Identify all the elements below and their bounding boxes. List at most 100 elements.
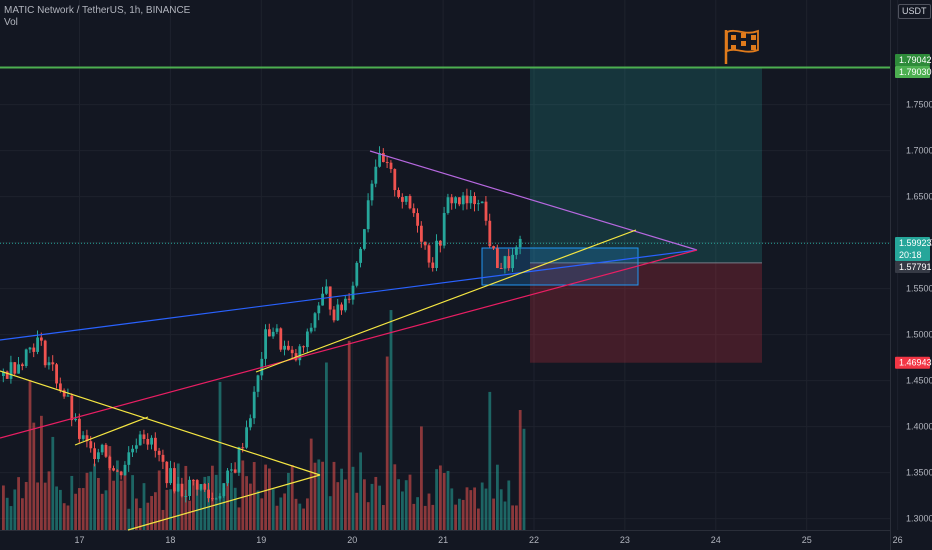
candle-body: [97, 452, 100, 460]
volume-bar: [268, 468, 271, 530]
symbol-title[interactable]: MATIC Network / TetherUS, 1h, BINANCE: [4, 5, 191, 16]
volume-bar: [389, 310, 393, 530]
trendlines[interactable]: [0, 66, 890, 531]
volume-bar: [507, 480, 511, 530]
candle-body: [446, 197, 450, 213]
candle-body: [93, 448, 96, 460]
volume-bar: [302, 508, 305, 530]
volume-bar: [154, 492, 157, 530]
volume-bar: [287, 472, 290, 530]
candle-body: [142, 434, 146, 439]
candle-body: [393, 169, 397, 191]
volume-bar: [408, 474, 412, 530]
volume-bar: [21, 498, 24, 530]
volume-bar: [112, 480, 115, 530]
time-tick: 23: [620, 535, 630, 545]
volume-bar: [47, 471, 51, 530]
candle-body: [477, 203, 480, 205]
volume-bar: [416, 497, 419, 530]
candle-body: [135, 445, 138, 449]
volume-bar: [446, 470, 450, 530]
trendline-pink: [0, 249, 698, 439]
price-tick: 1.40000: [906, 422, 932, 432]
volume-bar: [321, 461, 324, 530]
checkered-flag-icon[interactable]: [724, 29, 759, 64]
volume-bar: [359, 452, 362, 530]
candle-body: [450, 197, 454, 204]
volume-bar: [85, 472, 89, 530]
candle-body: [423, 241, 427, 246]
volume-bar: [157, 470, 161, 530]
candle-body: [252, 391, 256, 419]
candle-body: [218, 496, 222, 499]
candle-body: [389, 162, 393, 170]
volume-bar: [222, 487, 226, 530]
volume-bar: [492, 498, 495, 530]
candle-body: [404, 196, 408, 202]
volume-bar: [108, 446, 112, 530]
volume-indicator-label[interactable]: Vol: [4, 17, 18, 28]
volume-bar: [336, 482, 340, 530]
candle-body: [287, 345, 290, 350]
candle-body: [427, 245, 431, 263]
volume-bar: [142, 483, 146, 530]
volume-bar: [100, 493, 104, 530]
candle-body: [192, 479, 195, 481]
candle-body: [154, 437, 157, 451]
position-zones[interactable]: [481, 67, 762, 363]
volume-bar: [294, 498, 298, 530]
candle-body: [454, 197, 457, 204]
volume-bar: [40, 415, 43, 530]
candle-body: [74, 418, 77, 421]
price-axis-area: [890, 0, 932, 550]
volume-bar: [89, 471, 93, 530]
flag-square: [751, 35, 756, 40]
volume-bar: [131, 475, 134, 530]
candle-body: [473, 195, 476, 205]
candle-body: [43, 340, 47, 366]
target-price-label: 1.79042: [899, 55, 932, 65]
candle-body: [306, 331, 309, 348]
time-axis[interactable]: 17 18 19 20 21 22 23 24 25 26: [74, 535, 902, 545]
volume-bar: [237, 507, 241, 530]
volume-bar: [458, 498, 461, 530]
volume-bar: [173, 487, 176, 530]
volume-bar: [36, 482, 39, 530]
candle-body: [2, 371, 5, 376]
candle-body: [17, 364, 20, 374]
candle-body: [469, 195, 473, 204]
volume-bar: [522, 428, 526, 530]
entry-price-label: 1.57791: [899, 262, 932, 272]
volume-bar: [427, 493, 431, 530]
candle-body: [21, 364, 24, 367]
candle-body: [359, 248, 362, 263]
volume-bar: [469, 490, 473, 530]
volume-bar: [450, 488, 454, 530]
flag-square: [741, 41, 746, 46]
price-tick: 1.55000: [906, 284, 932, 294]
time-tick: 19: [256, 535, 266, 545]
volume-bar: [169, 489, 172, 530]
candle-body: [461, 195, 465, 205]
candle-body: [116, 470, 119, 472]
volume-bar: [233, 487, 237, 530]
candle-body: [256, 375, 260, 392]
volume-bar: [241, 460, 245, 530]
candle-body: [89, 441, 93, 449]
volume-bar: [351, 466, 355, 530]
candle-body: [317, 305, 321, 314]
volume-bars: [2, 310, 526, 530]
volume-bar: [412, 503, 416, 530]
triangle-line-inner: [74, 416, 149, 446]
volume-bar: [477, 508, 480, 530]
volume-bar: [397, 479, 400, 530]
candle-body: [119, 471, 123, 476]
candle-body: [81, 435, 85, 439]
volume-bar: [442, 473, 446, 530]
volume-bar: [298, 503, 302, 530]
candle-body: [138, 434, 142, 446]
currency-button[interactable]: USDT: [898, 4, 931, 19]
candle-body: [66, 395, 70, 397]
candle-body: [150, 437, 153, 445]
